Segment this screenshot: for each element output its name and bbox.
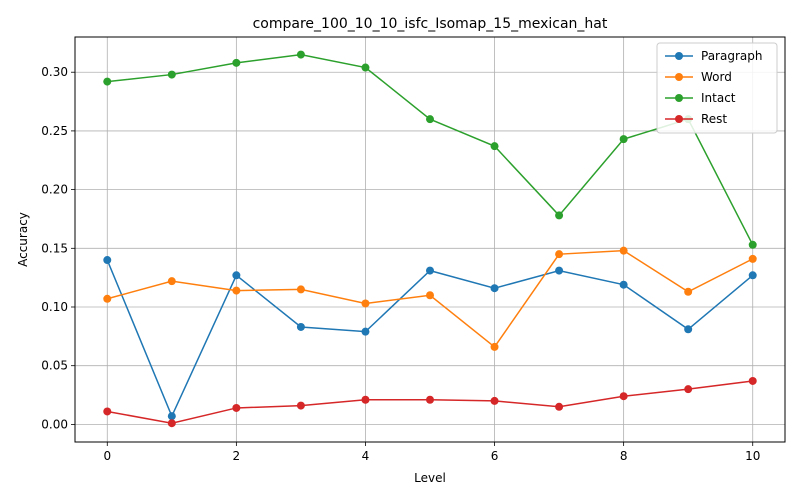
data-point-rest	[167, 419, 176, 428]
data-point-intact	[361, 63, 370, 72]
y-tick-label: 0.20	[41, 183, 68, 197]
data-point-paragraph	[555, 266, 564, 275]
data-point-rest	[296, 401, 305, 410]
data-point-paragraph	[296, 322, 305, 331]
x-tick-label: 0	[103, 449, 111, 463]
data-point-intact	[296, 50, 305, 59]
data-point-paragraph	[167, 412, 176, 421]
data-point-paragraph	[103, 256, 112, 265]
data-point-paragraph	[619, 280, 628, 289]
legend-label-word: Word	[701, 70, 732, 84]
data-point-word	[361, 299, 370, 308]
data-point-rest	[748, 376, 757, 385]
legend-label-paragraph: Paragraph	[701, 49, 762, 63]
legend: Paragraph Word Intact Rest	[656, 42, 778, 134]
data-point-rest	[555, 402, 564, 411]
legend-marker-rest	[675, 115, 683, 123]
data-point-word	[296, 285, 305, 294]
y-tick-label: 0.30	[41, 65, 68, 79]
x-tick-label: 6	[491, 449, 499, 463]
legend-marker-intact	[675, 94, 683, 102]
legend-marker-paragraph	[675, 52, 683, 60]
data-point-intact	[232, 58, 241, 67]
data-point-rest	[103, 407, 112, 416]
data-point-rest	[361, 395, 370, 404]
data-point-rest	[684, 385, 693, 394]
data-point-word	[167, 277, 176, 286]
data-point-paragraph	[490, 284, 499, 293]
y-tick-label: 0.00	[41, 417, 68, 431]
plot-frame	[74, 36, 786, 443]
data-point-intact	[555, 211, 564, 220]
data-point-paragraph	[361, 327, 370, 336]
data-point-rest	[426, 395, 434, 404]
data-point-word	[619, 246, 628, 255]
data-point-word	[555, 250, 564, 259]
data-point-paragraph	[232, 271, 241, 280]
data-point-word	[426, 291, 434, 300]
data-point-intact	[619, 135, 628, 144]
y-tick-label: 0.25	[41, 124, 68, 138]
x-tick-label: 8	[620, 449, 628, 463]
x-axis-label: Level	[414, 471, 446, 485]
data-point-rest	[232, 403, 241, 412]
data-point-paragraph	[684, 325, 693, 334]
x-tick-label: 10	[745, 449, 760, 463]
legend-marker-word	[675, 73, 683, 81]
data-point-word	[232, 286, 241, 295]
y-tick-label: 0.05	[41, 359, 68, 373]
data-point-rest	[490, 396, 499, 405]
data-point-intact	[426, 115, 434, 124]
data-point-intact	[103, 77, 112, 86]
data-point-intact	[748, 240, 757, 249]
data-point-paragraph	[426, 266, 434, 275]
y-tick-label: 0.15	[41, 241, 68, 255]
x-tick-label: 2	[233, 449, 241, 463]
data-point-paragraph	[748, 271, 757, 280]
y-axis-label: Accuracy	[16, 212, 30, 267]
legend-label-rest: Rest	[701, 112, 727, 126]
axes-layer: 0 2 4 6 8 10 0.00 0.05 0.10 0.15 0.20 0.25 0.30	[41, 65, 760, 463]
legend-label-intact: Intact	[701, 91, 736, 105]
data-point-rest	[619, 392, 628, 401]
data-point-intact	[167, 70, 176, 79]
data-point-word	[748, 254, 757, 263]
series-line-intact	[107, 53, 754, 246]
data-point-intact	[490, 142, 499, 151]
legend-box	[656, 42, 778, 134]
x-tick-label: 4	[362, 449, 370, 463]
data-point-word	[103, 294, 112, 303]
data-point-word	[490, 342, 499, 351]
y-tick-label: 0.10	[41, 300, 68, 314]
chart-title: compare_100_10_10_isfc_Isomap_15_mexican…	[253, 16, 608, 32]
data-point-word	[684, 287, 693, 296]
